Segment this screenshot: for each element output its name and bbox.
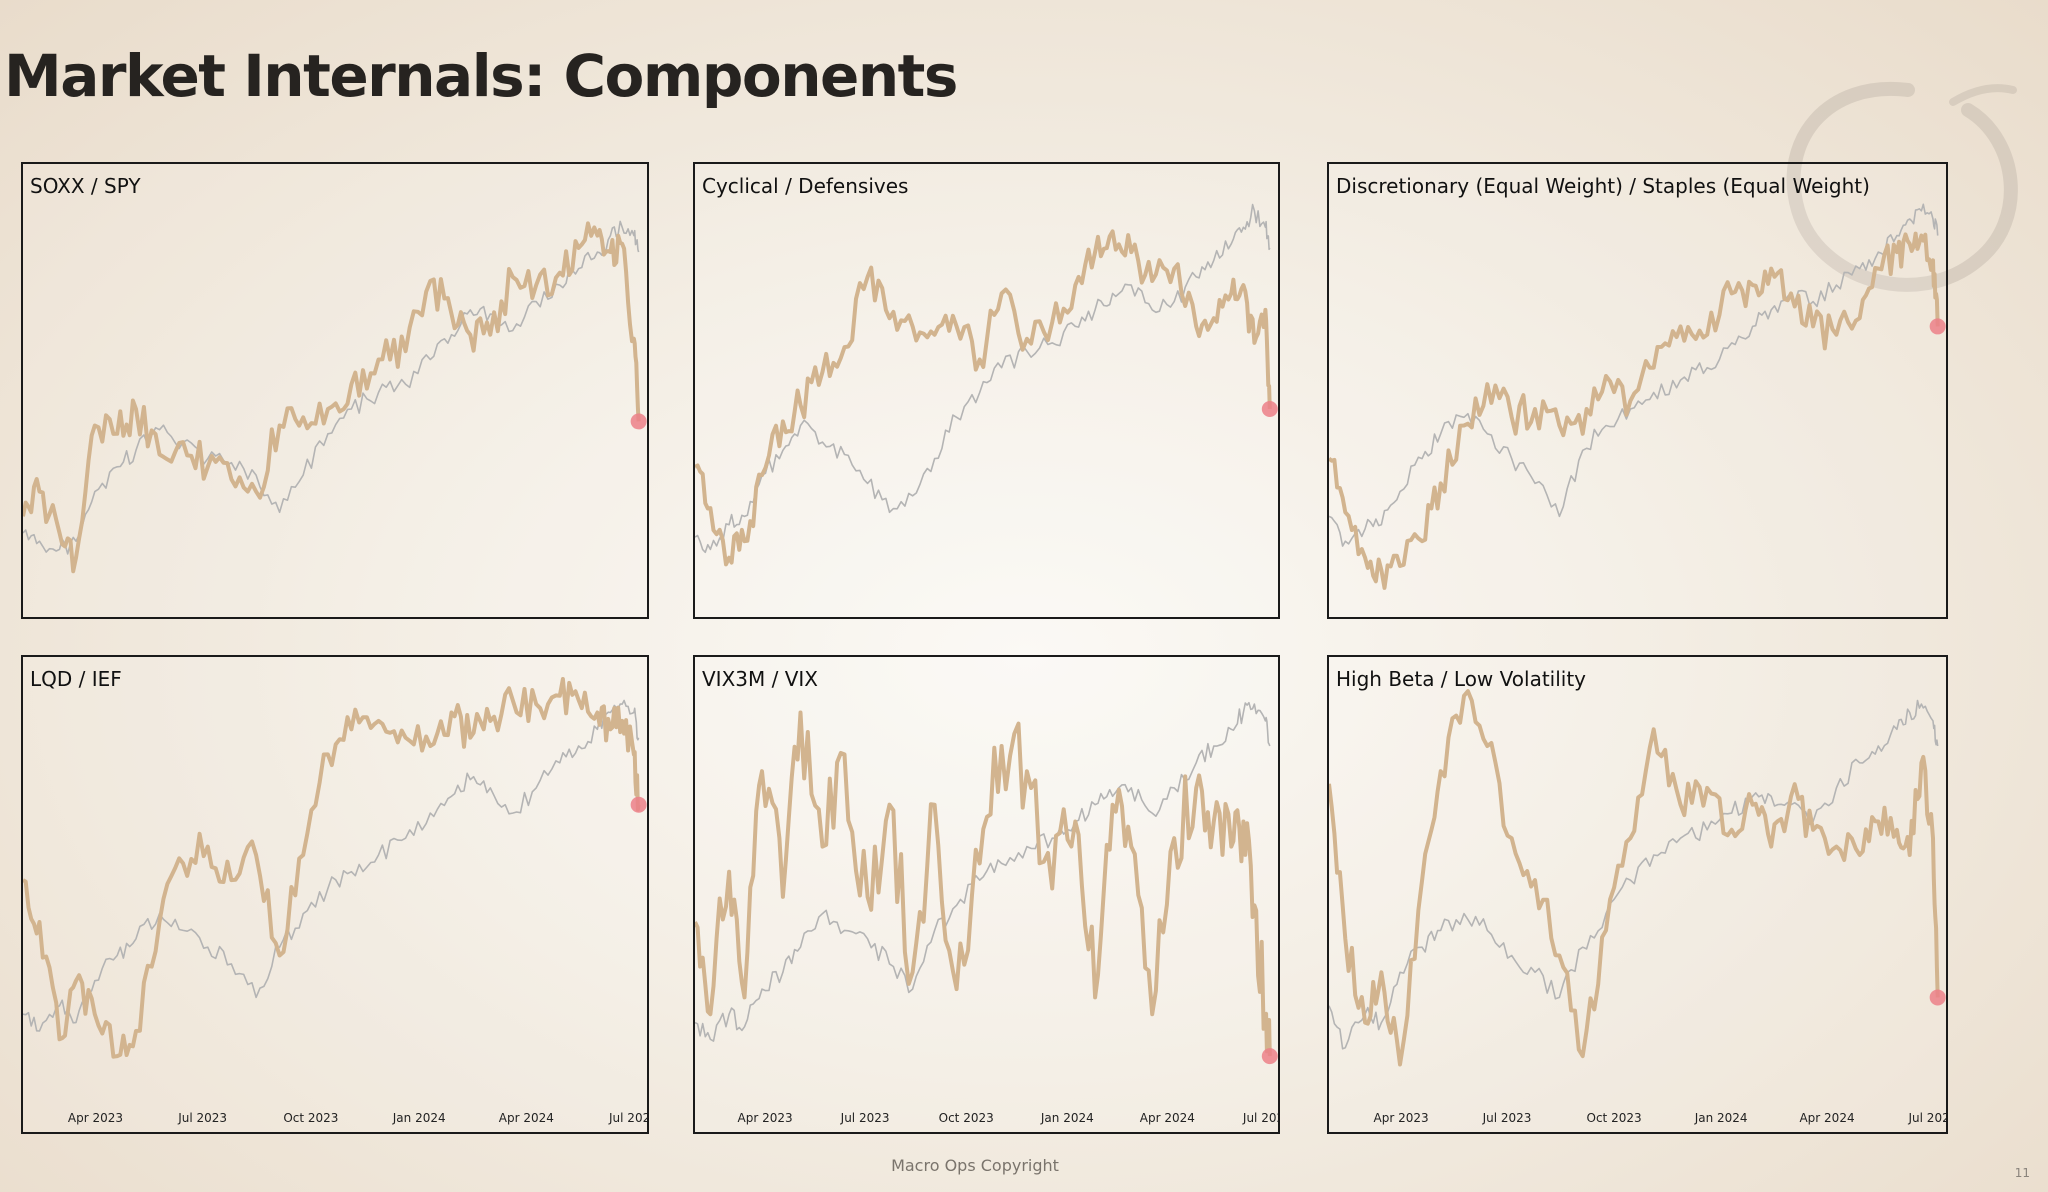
- x-tick-label: Jan 2024: [1694, 1111, 1748, 1125]
- x-tick-label: Apr 2024: [1140, 1111, 1195, 1125]
- ratio-series-line: [1329, 231, 1940, 590]
- x-tick-label: Apr 2024: [1799, 1111, 1854, 1125]
- enso-logo: [1786, 81, 2018, 292]
- ratio-series-line: [1329, 689, 1940, 1067]
- x-tick-label: Jul 2024: [1908, 1111, 1946, 1125]
- chart-title: LQD / IEF: [30, 667, 122, 691]
- benchmark-series-line: [1329, 203, 1939, 547]
- chart-title: VIX3M / VIX: [702, 667, 818, 691]
- chart-svg: Apr 2023 Jul 2023 Oct 2023 Jan 2024 Apr 2024…: [1329, 689, 1946, 1125]
- chart-panel-cyclical-defensives: Cyclical / Defensives: [693, 162, 1280, 619]
- x-tick-label: Jul 2023: [840, 1111, 890, 1125]
- page-title: Market Internals: Components: [4, 42, 958, 110]
- x-tick-label: Jan 2024: [1040, 1111, 1094, 1125]
- endpoint-marker: [1261, 1048, 1278, 1065]
- chart-svg: [1329, 203, 1946, 590]
- endpoint-marker: [630, 796, 647, 813]
- chart-svg: Apr 2023 Jul 2023 Oct 2023 Jan 2024 Apr 2024…: [695, 701, 1278, 1125]
- benchmark-series-line: [23, 699, 640, 1032]
- chart-title: High Beta / Low Volatility: [1336, 667, 1587, 691]
- chart-svg: [695, 203, 1278, 567]
- chart-title: Discretionary (Equal Weight) / Staples (…: [1336, 174, 1870, 198]
- ratio-series-line: [695, 710, 1272, 1057]
- benchmark-series-line: [695, 701, 1271, 1042]
- chart-panel-soxx-spy: SOXX / SPY: [21, 162, 649, 619]
- chart-panel-discretionary-staples: Discretionary (Equal Weight) / Staples (…: [1327, 162, 1948, 619]
- chart-title: SOXX / SPY: [30, 174, 141, 198]
- chart-svg: [23, 220, 647, 574]
- endpoint-marker: [630, 413, 647, 430]
- ratio-series-line: [695, 229, 1272, 567]
- x-tick-label: Oct 2023: [939, 1111, 994, 1125]
- page-number: 11: [2014, 1166, 2030, 1180]
- endpoint-marker: [1929, 989, 1946, 1006]
- x-tick-label: Jul 2023: [177, 1111, 227, 1125]
- x-tick-label: Oct 2023: [1587, 1111, 1642, 1125]
- benchmark-series-line: [695, 203, 1271, 554]
- copyright-footer: Macro Ops Copyright: [891, 1156, 1059, 1175]
- x-tick-label: Jul 2024: [1242, 1111, 1278, 1125]
- x-tick-label: Jan 2024: [392, 1111, 446, 1125]
- endpoint-marker: [1261, 401, 1278, 418]
- ratio-series-line: [23, 221, 641, 574]
- benchmark-series-line: [23, 220, 640, 555]
- chart-svg: Apr 2023 Jul 2023 Oct 2023 Jan 2024 Apr 2024…: [23, 677, 647, 1125]
- ratio-series-line: [23, 677, 641, 1059]
- chart-panel-highbeta-lowvol: High Beta / Low Volatility Apr 2023 Jul 2…: [1327, 655, 1948, 1134]
- chart-title: Cyclical / Defensives: [702, 174, 909, 198]
- x-tick-label: Jul 2023: [1482, 1111, 1532, 1125]
- x-tick-label: Apr 2024: [499, 1111, 554, 1125]
- benchmark-series-line: [1329, 699, 1939, 1050]
- chart-panel-lqd-ief: LQD / IEF Apr 2023 Jul 2023 Oct 2023 Jan 20…: [21, 655, 649, 1134]
- x-tick-label: Jul 2024: [608, 1111, 647, 1125]
- x-tick-label: Oct 2023: [283, 1111, 338, 1125]
- x-tick-label: Apr 2023: [738, 1111, 793, 1125]
- x-tick-label: Apr 2023: [68, 1111, 123, 1125]
- x-tick-label: Apr 2023: [1374, 1111, 1429, 1125]
- endpoint-marker: [1929, 318, 1946, 335]
- chart-panel-vix3m-vix: VIX3M / VIX Apr 2023 Jul 2023 Oct 2023 Jan …: [693, 655, 1280, 1134]
